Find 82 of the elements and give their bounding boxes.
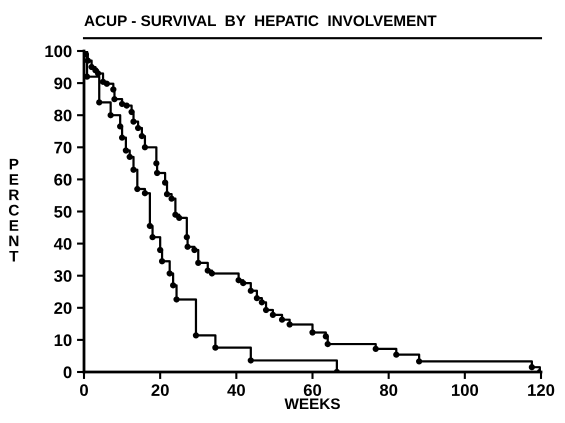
point	[158, 258, 166, 264]
point	[248, 357, 254, 364]
y-tick-label: 40	[54, 238, 72, 250]
point	[248, 288, 254, 294]
y-tick-label: 60	[54, 174, 72, 186]
point	[324, 340, 331, 348]
point	[191, 246, 198, 254]
y-tick-label: 20	[54, 302, 72, 314]
point	[184, 234, 190, 240]
point	[192, 332, 200, 339]
point	[208, 270, 216, 277]
x-tick-label: 0	[80, 384, 88, 396]
point	[154, 170, 160, 176]
y-tick-label: 30	[54, 270, 72, 282]
point	[84, 58, 91, 64]
point	[270, 312, 276, 318]
point	[212, 344, 219, 351]
y-tick-label: 70	[54, 142, 72, 154]
x-axis-title: WEEKS	[284, 398, 340, 410]
y-tick-label: 80	[54, 110, 72, 122]
point	[126, 154, 133, 160]
chart-title: ACUP - SURVIVAL BY HEPATIC INVOLVEMENT	[84, 15, 436, 26]
point	[157, 246, 164, 254]
point	[166, 270, 173, 277]
point	[122, 147, 130, 154]
point	[134, 124, 142, 132]
point	[110, 86, 116, 93]
x-tick-label: 40	[227, 384, 245, 396]
y-tick-label: 10	[54, 334, 72, 346]
y-tick-label: 100	[45, 45, 72, 58]
point	[96, 99, 102, 106]
point	[162, 179, 168, 186]
point	[142, 144, 148, 150]
point	[372, 346, 379, 352]
point	[184, 244, 191, 250]
point	[149, 234, 156, 240]
point	[138, 132, 146, 140]
point	[124, 102, 130, 109]
point	[130, 118, 137, 125]
point	[254, 295, 260, 302]
point	[528, 364, 535, 370]
x-tick-label: 60	[304, 384, 322, 396]
x-tick-label: 100	[452, 384, 478, 396]
point	[416, 358, 422, 365]
point	[108, 112, 114, 118]
point	[176, 214, 182, 222]
point	[168, 196, 175, 202]
point	[104, 80, 110, 87]
point	[240, 280, 246, 286]
x-tick-label: 120	[528, 384, 554, 396]
point	[204, 267, 211, 274]
point	[322, 333, 329, 340]
point	[118, 134, 126, 141]
point	[286, 321, 293, 328]
x-tick-label: 20	[151, 384, 169, 396]
point	[128, 108, 135, 116]
point	[88, 64, 95, 70]
x-tick-label: 80	[380, 384, 398, 396]
point	[170, 282, 176, 288]
point	[164, 191, 170, 198]
point	[393, 352, 400, 358]
point	[173, 296, 180, 303]
point	[278, 316, 286, 323]
point	[117, 123, 124, 130]
point	[134, 186, 140, 192]
point	[142, 190, 148, 196]
point	[94, 70, 102, 77]
point	[262, 306, 270, 314]
point	[258, 299, 265, 306]
point	[111, 96, 118, 102]
point	[118, 100, 126, 108]
y-tick-label: 90	[54, 78, 72, 90]
y-axis-title: PERCENT	[8, 158, 20, 262]
y-tick-label: 50	[54, 206, 72, 218]
point	[195, 260, 202, 266]
point	[309, 329, 316, 336]
point	[146, 222, 154, 230]
point	[172, 212, 179, 218]
y-tick-label: 0	[64, 366, 72, 378]
point	[235, 277, 242, 284]
point	[153, 160, 160, 166]
point	[130, 166, 137, 173]
